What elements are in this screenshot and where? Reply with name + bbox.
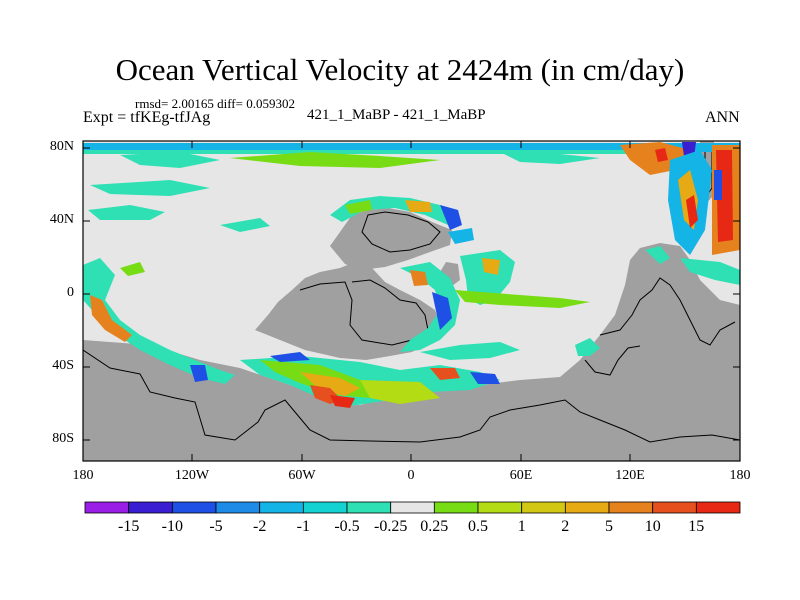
colorbar-label: 0.5 [468,518,488,535]
colorbar-box [477,501,523,514]
colorbar-label: 0.25 [420,518,449,535]
colorbar-label: 15 [688,518,705,535]
colorbar-box [259,501,304,514]
colorbar [84,501,741,514]
colorbar-box [346,501,392,514]
x-tick-label: 120E [615,468,645,483]
colorbar-box [215,501,261,514]
axis-ticks [83,141,740,461]
colorbar-label: -0.25 [374,518,408,535]
x-tick-label: 60E [509,468,533,483]
colorbar-box [652,501,697,514]
x-tick-label: 60W [288,468,316,483]
figure-title: Ocean Vertical Velocity at 2424m (in cm/… [115,52,685,87]
land-central-continent [255,262,440,360]
colorbar-label: -10 [161,518,183,535]
y-tick-label: 40N [49,212,74,227]
colorbar-box [128,501,173,514]
land-southern-band [83,243,740,461]
runs-label: 421_1_MaBP - 421_1_MaBP [307,107,486,123]
colorbar-box [84,501,130,514]
colorbar-box [695,501,741,514]
arctic-band-edge [83,150,683,154]
x-tick-label: 0 [407,468,415,483]
colorbar-box [521,501,566,514]
season-label: ANN [705,109,740,126]
colorbar-label: -0.5 [334,518,360,535]
y-tick-label: 0 [67,285,74,300]
colorbar-box [564,501,610,514]
colorbar-box [608,501,654,514]
stats-line: rmsd= 2.00165 diff= 0.059302 [135,96,295,111]
colorbar-label: 2 [561,518,570,535]
colorbar-label: -15 [118,518,140,535]
anomaly-patches [83,142,740,408]
land-mid-block [330,208,452,270]
colorbar-box [302,501,348,514]
y-tick-label: 40S [52,358,74,373]
colorbar-label: 1 [517,518,526,535]
colorbar-label: -2 [253,518,267,535]
colorbar-box [390,501,435,514]
colorbar-label: -5 [209,518,223,535]
experiment-label: Expt = tfKEg-tfJAg [83,109,211,126]
x-tick-label: 180 [72,468,94,483]
y-tick-label: 80N [49,139,74,154]
colorbar-label: 10 [644,518,661,535]
x-tick-label: 120W [174,468,210,483]
colorbar-label: -1 [296,518,310,535]
x-tick-label: 180 [729,468,751,483]
colorbar-box [171,501,217,514]
y-tick-label: 80S [52,431,74,446]
colorbar-label: 5 [605,518,613,535]
colorbar-box [433,501,479,514]
